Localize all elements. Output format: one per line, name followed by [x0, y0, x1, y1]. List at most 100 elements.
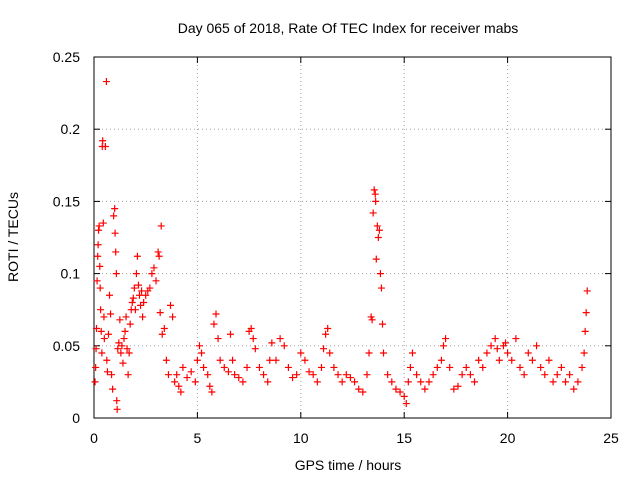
data-point: [330, 363, 338, 371]
data-point: [118, 342, 126, 350]
data-point: [132, 270, 140, 278]
x-tick-label: 20: [500, 430, 516, 446]
data-point: [402, 400, 410, 408]
data-point: [103, 356, 111, 364]
data-point: [94, 252, 102, 260]
data-point: [224, 368, 232, 376]
data-point: [378, 320, 386, 328]
data-point: [99, 219, 107, 227]
data-point: [116, 316, 124, 324]
data-point: [309, 371, 317, 379]
data-point: [130, 284, 138, 292]
data-point: [413, 371, 421, 379]
data-point: [516, 363, 524, 371]
data-point: [446, 363, 454, 371]
data-point: [113, 397, 121, 405]
data-point: [487, 342, 495, 350]
data-point: [392, 385, 400, 393]
data-point: [154, 248, 162, 256]
data-point: [229, 356, 237, 364]
data-point: [533, 342, 541, 350]
y-tick-label: 0.05: [53, 338, 80, 354]
data-point: [458, 371, 466, 379]
data-point: [91, 378, 99, 386]
data-point: [549, 378, 557, 386]
data-point: [108, 371, 116, 379]
data-point: [297, 349, 305, 357]
data-point: [120, 335, 128, 343]
data-point: [566, 371, 574, 379]
data-point: [155, 252, 163, 260]
data-point: [371, 190, 379, 198]
data-point: [210, 320, 218, 328]
data-point: [231, 371, 239, 379]
data-point: [582, 309, 590, 317]
data-point: [417, 378, 425, 386]
data-point: [226, 330, 234, 338]
data-point: [404, 378, 412, 386]
data-point: [135, 291, 143, 299]
data-point: [102, 78, 110, 86]
data-point: [212, 310, 220, 318]
data-point: [553, 371, 561, 379]
data-point: [260, 371, 268, 379]
data-point: [384, 371, 392, 379]
data-point: [107, 310, 115, 318]
x-tick-label: 15: [396, 430, 412, 446]
data-point: [351, 378, 359, 386]
data-point: [545, 356, 553, 364]
data-point: [429, 371, 437, 379]
data-point: [93, 277, 101, 285]
data-point: [570, 385, 578, 393]
data-point: [346, 374, 354, 382]
data-point: [96, 284, 104, 292]
data-point: [425, 378, 433, 386]
data-point: [134, 281, 142, 289]
data-point: [377, 284, 385, 292]
data-point: [101, 143, 109, 151]
data-point: [524, 349, 532, 357]
data-point: [528, 356, 536, 364]
data-point: [123, 345, 131, 353]
data-point: [583, 287, 591, 295]
data-point: [301, 356, 309, 364]
data-point: [97, 306, 105, 314]
data-point: [243, 363, 251, 371]
data-point: [239, 378, 247, 386]
data-point: [375, 226, 383, 234]
data-point: [133, 252, 141, 260]
data-point: [112, 270, 120, 278]
data-point: [289, 374, 297, 382]
data-point: [266, 356, 274, 364]
data-point: [92, 363, 100, 371]
y-tick-label: 0: [72, 410, 80, 426]
x-tick-label: 10: [293, 430, 309, 446]
data-points: [91, 78, 591, 413]
data-point: [173, 371, 181, 379]
data-point: [508, 356, 516, 364]
data-point: [109, 385, 117, 393]
y-tick-label: 0.2: [61, 121, 81, 137]
data-point: [317, 363, 325, 371]
data-point: [191, 378, 199, 386]
data-point: [100, 313, 108, 321]
grid-lines: [94, 57, 611, 418]
y-axis-label: ROTI / TECUs: [5, 192, 21, 282]
data-point: [208, 388, 216, 396]
data-point: [99, 137, 107, 145]
data-point: [126, 320, 134, 328]
data-point: [520, 371, 528, 379]
data-point: [117, 349, 125, 357]
data-point: [581, 327, 589, 335]
axis-ticks: [93, 56, 612, 419]
data-point: [320, 345, 328, 353]
data-point: [98, 349, 106, 357]
data-point: [338, 378, 346, 386]
data-point: [100, 335, 108, 343]
data-point: [113, 405, 121, 413]
data-point: [580, 349, 588, 357]
data-point: [158, 330, 166, 338]
data-point: [280, 342, 288, 350]
data-point: [495, 356, 503, 364]
